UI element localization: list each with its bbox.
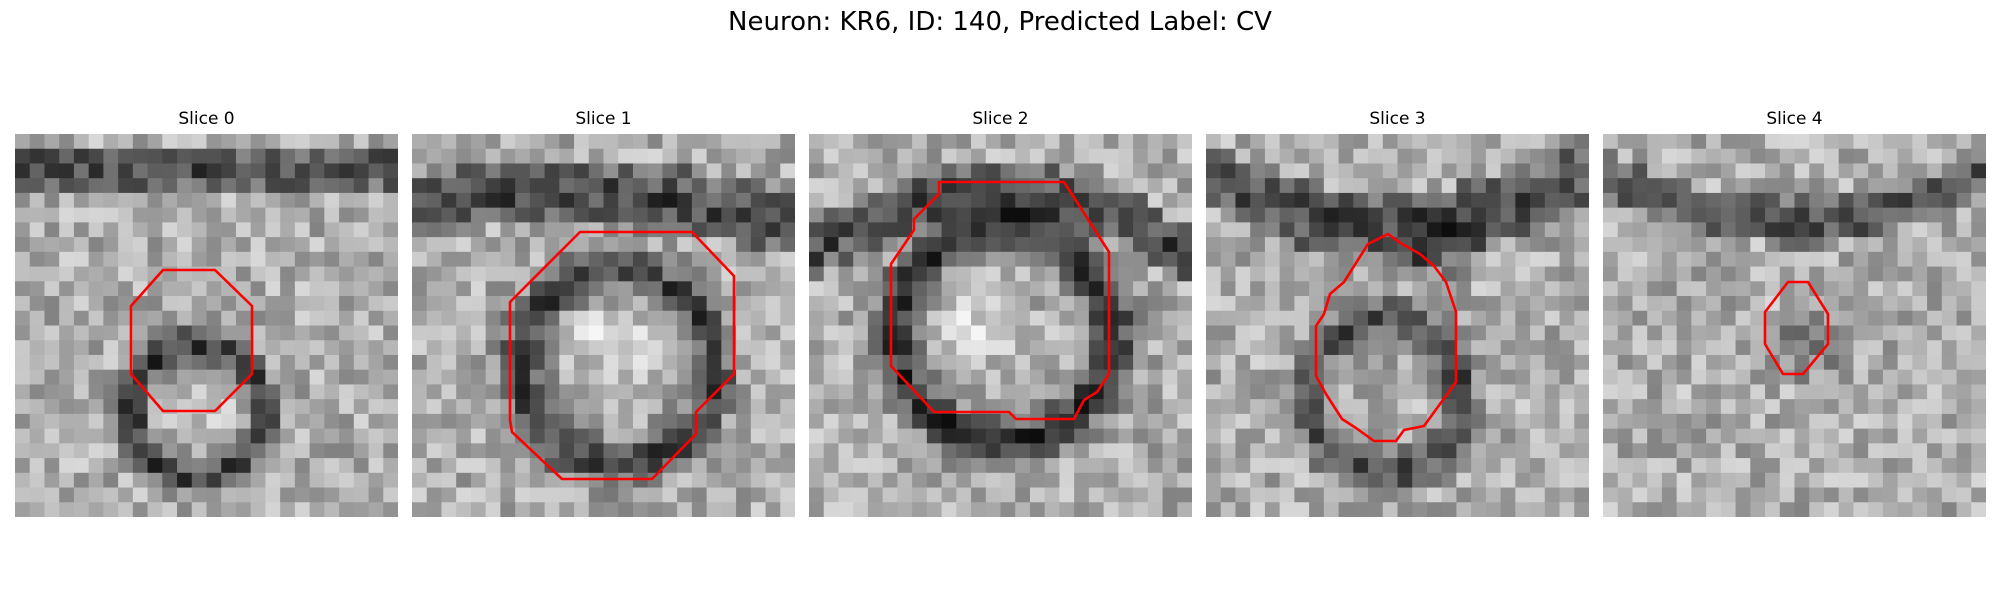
slice-panel-1: Slice 1	[412, 106, 795, 520]
slice-image-2	[809, 134, 1192, 517]
slice-svg-1	[412, 134, 795, 517]
slice-svg-2	[809, 134, 1192, 517]
slice-title-3: Slice 3	[1369, 109, 1426, 129]
segmentation-contour	[889, 180, 1111, 421]
slice-image-3	[1206, 134, 1589, 517]
slice-title-1: Slice 1	[575, 109, 632, 129]
slice-panel-4: Slice 4	[1603, 106, 1986, 520]
slice-title-2: Slice 2	[972, 109, 1029, 129]
figure-title: Neuron: KR6, ID: 140, Predicted Label: C…	[728, 7, 1272, 37]
segmentation-contour	[129, 268, 254, 413]
segmentation-contour	[508, 230, 736, 481]
segmentation-contour	[1763, 280, 1830, 376]
slice-title-0: Slice 0	[178, 109, 235, 129]
slice-title-4: Slice 4	[1766, 109, 1823, 129]
micrograph-pixels	[412, 134, 795, 517]
slice-image-0	[15, 134, 398, 517]
micrograph-pixels	[1603, 134, 1986, 517]
slice-svg-0	[15, 134, 398, 517]
slice-image-4	[1603, 134, 1986, 517]
slice-panel-2: Slice 2	[809, 106, 1192, 520]
segmentation-contour	[1314, 232, 1458, 443]
slice-svg-3	[1206, 134, 1589, 517]
micrograph-pixels	[809, 134, 1192, 517]
slice-panel-0: Slice 0	[15, 106, 398, 520]
micrograph-pixels	[15, 134, 398, 517]
micrograph-pixels	[1206, 134, 1589, 517]
slice-image-1	[412, 134, 795, 517]
slice-panel-3: Slice 3	[1206, 106, 1589, 520]
slice-svg-4	[1603, 134, 1986, 517]
